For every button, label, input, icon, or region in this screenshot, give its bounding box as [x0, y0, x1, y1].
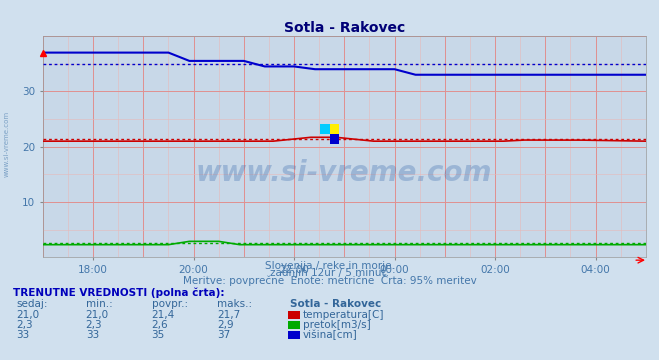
Text: www.si-vreme.com: www.si-vreme.com [196, 159, 492, 187]
Text: min.:: min.: [86, 299, 113, 309]
Text: 37: 37 [217, 330, 231, 340]
Text: Slovenija / reke in morje.: Slovenija / reke in morje. [264, 261, 395, 271]
Text: 2,3: 2,3 [16, 320, 33, 330]
Text: 2,3: 2,3 [86, 320, 102, 330]
Title: Sotla - Rakovec: Sotla - Rakovec [284, 21, 405, 35]
Text: višina[cm]: višina[cm] [303, 329, 358, 340]
Text: pretok[m3/s]: pretok[m3/s] [303, 320, 371, 330]
Text: Meritve: povprečne  Enote: metrične  Črta: 95% meritev: Meritve: povprečne Enote: metrične Črta:… [183, 274, 476, 286]
Text: www.si-vreme.com: www.si-vreme.com [3, 111, 10, 177]
Text: sedaj:: sedaj: [16, 299, 48, 309]
Text: maks.:: maks.: [217, 299, 252, 309]
Text: 21,7: 21,7 [217, 310, 241, 320]
Text: zadnjih 12ur / 5 minut.: zadnjih 12ur / 5 minut. [270, 268, 389, 278]
Text: 2,9: 2,9 [217, 320, 234, 330]
Text: 21,0: 21,0 [16, 310, 40, 320]
Text: TRENUTNE VREDNOSTI (polna črta):: TRENUTNE VREDNOSTI (polna črta): [13, 287, 225, 298]
Text: Sotla - Rakovec: Sotla - Rakovec [290, 299, 381, 309]
Text: 2,6: 2,6 [152, 320, 168, 330]
Text: temperatura[C]: temperatura[C] [303, 310, 385, 320]
Text: povpr.:: povpr.: [152, 299, 188, 309]
Text: 35: 35 [152, 330, 165, 340]
Text: 21,4: 21,4 [152, 310, 175, 320]
Text: 33: 33 [86, 330, 99, 340]
Text: 33: 33 [16, 330, 30, 340]
Text: 21,0: 21,0 [86, 310, 109, 320]
